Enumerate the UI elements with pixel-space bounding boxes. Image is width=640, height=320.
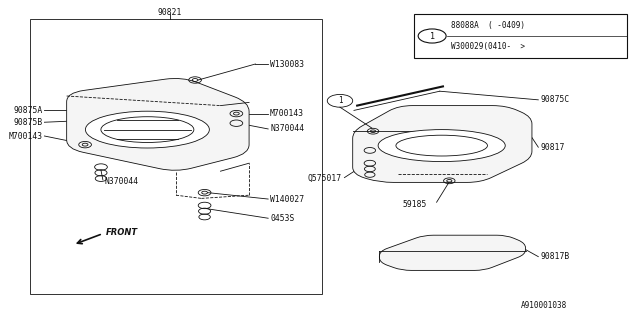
- Text: Q575017: Q575017: [307, 174, 341, 183]
- Text: 90817B: 90817B: [540, 252, 570, 261]
- Text: A910001038: A910001038: [521, 301, 567, 310]
- Text: 0453S: 0453S: [270, 214, 294, 223]
- PathPatch shape: [67, 78, 249, 170]
- Text: 88088A  ( -0409): 88088A ( -0409): [451, 21, 525, 30]
- Text: M700143: M700143: [270, 109, 304, 118]
- Text: 90821: 90821: [157, 8, 182, 17]
- Text: N370044: N370044: [105, 177, 139, 186]
- Text: 90875A: 90875A: [13, 106, 42, 115]
- Ellipse shape: [101, 117, 194, 142]
- Text: 59185: 59185: [402, 200, 426, 209]
- Bar: [30, 19, 322, 294]
- Text: W300029(0410-  >: W300029(0410- >: [451, 42, 525, 51]
- Text: 90875C: 90875C: [540, 95, 570, 104]
- Ellipse shape: [396, 135, 488, 156]
- Text: 1: 1: [338, 96, 342, 105]
- PathPatch shape: [380, 235, 525, 270]
- Text: W130083: W130083: [270, 60, 304, 68]
- Bar: [414, 14, 627, 58]
- Text: 90817: 90817: [540, 143, 564, 152]
- Text: FRONT: FRONT: [106, 228, 138, 237]
- Ellipse shape: [85, 111, 209, 148]
- Text: W140027: W140027: [270, 195, 304, 204]
- Text: 90875B: 90875B: [13, 118, 42, 127]
- Ellipse shape: [378, 130, 505, 162]
- Text: N370044: N370044: [270, 124, 304, 133]
- PathPatch shape: [353, 106, 532, 182]
- Text: M700143: M700143: [8, 132, 42, 140]
- Text: 1: 1: [429, 31, 435, 41]
